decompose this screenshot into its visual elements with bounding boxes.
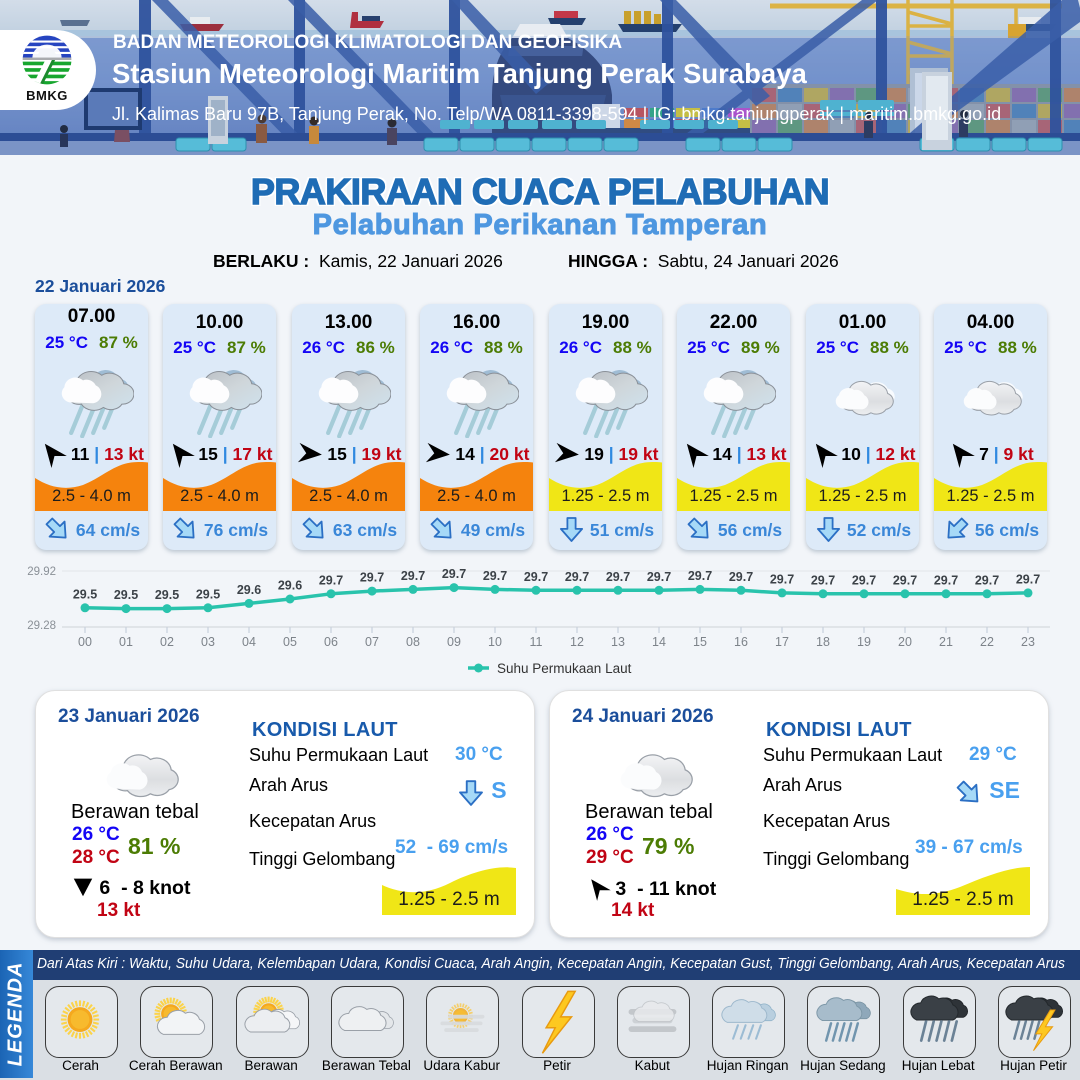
svg-text:03: 03 xyxy=(201,635,215,649)
svg-text:00: 00 xyxy=(78,635,92,649)
svg-text:29.7: 29.7 xyxy=(524,570,548,584)
svg-text:29.5: 29.5 xyxy=(155,588,179,602)
svg-text:29.7: 29.7 xyxy=(565,570,589,584)
svg-text:29.7: 29.7 xyxy=(1016,572,1040,586)
svg-text:11: 11 xyxy=(530,635,543,649)
svg-text:29.92: 29.92 xyxy=(27,566,56,578)
svg-text:15: 15 xyxy=(693,635,707,649)
svg-text:14: 14 xyxy=(652,635,666,649)
svg-text:29.28: 29.28 xyxy=(27,620,56,632)
svg-text:29.7: 29.7 xyxy=(483,569,507,583)
svg-text:09: 09 xyxy=(447,635,461,649)
svg-text:18: 18 xyxy=(816,635,830,649)
svg-text:08: 08 xyxy=(406,635,420,649)
svg-text:29.7: 29.7 xyxy=(934,573,958,587)
svg-text:29.5: 29.5 xyxy=(196,587,220,601)
svg-text:16: 16 xyxy=(734,635,748,649)
svg-text:29.7: 29.7 xyxy=(360,571,384,585)
svg-text:19: 19 xyxy=(857,635,871,649)
svg-text:05: 05 xyxy=(283,635,297,649)
svg-text:29.7: 29.7 xyxy=(442,567,466,581)
svg-text:04: 04 xyxy=(242,635,256,649)
svg-text:20: 20 xyxy=(898,635,912,649)
svg-text:29.7: 29.7 xyxy=(770,572,794,586)
svg-text:Suhu Permukaan Laut: Suhu Permukaan Laut xyxy=(497,661,632,676)
svg-text:01: 01 xyxy=(119,635,133,649)
svg-text:29.7: 29.7 xyxy=(852,573,876,587)
svg-text:06: 06 xyxy=(324,635,338,649)
svg-text:23: 23 xyxy=(1021,635,1035,649)
svg-text:07: 07 xyxy=(365,635,379,649)
svg-text:12: 12 xyxy=(570,635,584,649)
svg-text:10: 10 xyxy=(488,635,502,649)
svg-text:29.6: 29.6 xyxy=(237,583,261,597)
svg-text:02: 02 xyxy=(160,635,174,649)
svg-text:29.7: 29.7 xyxy=(893,573,917,587)
svg-text:29.7: 29.7 xyxy=(729,570,753,584)
svg-text:29.6: 29.6 xyxy=(278,579,302,593)
svg-text:29.7: 29.7 xyxy=(319,573,343,587)
svg-text:29.5: 29.5 xyxy=(114,588,138,602)
svg-text:17: 17 xyxy=(775,635,789,649)
svg-text:29.7: 29.7 xyxy=(606,570,630,584)
svg-text:29.7: 29.7 xyxy=(401,569,425,583)
svg-text:29.7: 29.7 xyxy=(647,570,671,584)
svg-text:13: 13 xyxy=(611,635,625,649)
svg-text:29.7: 29.7 xyxy=(811,573,835,587)
svg-text:29.7: 29.7 xyxy=(688,569,712,583)
svg-text:22: 22 xyxy=(980,635,994,649)
svg-text:29.7: 29.7 xyxy=(975,573,999,587)
svg-text:29.5: 29.5 xyxy=(73,587,97,601)
svg-text:21: 21 xyxy=(939,635,953,649)
